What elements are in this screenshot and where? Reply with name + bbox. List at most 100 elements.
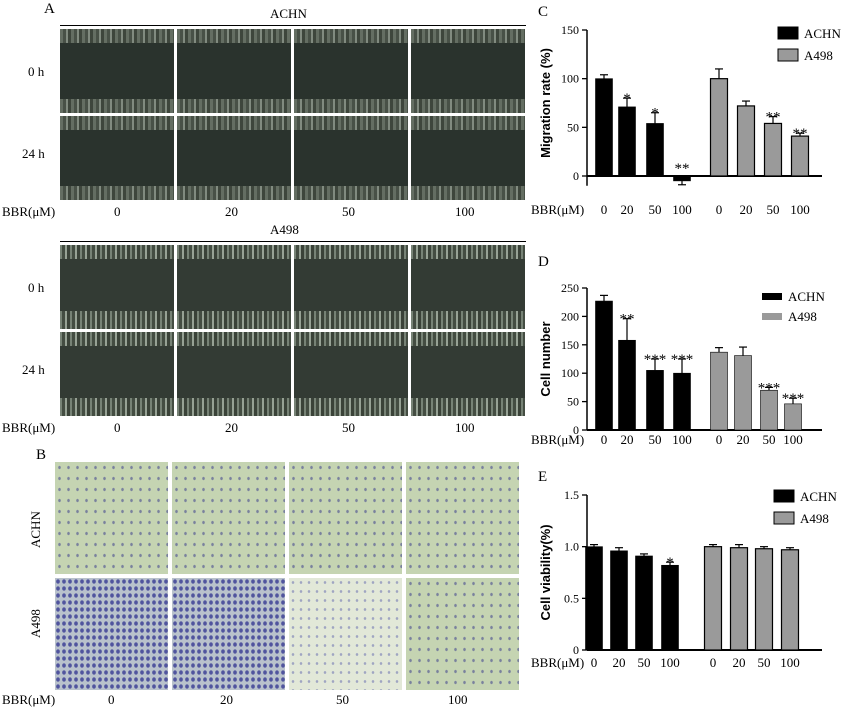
chart-c-significance-mark: * xyxy=(623,91,631,107)
panel-a-a498-bbr-label: BBR(μM) xyxy=(2,420,56,435)
chart-c-legend-label-achn: ACHN xyxy=(804,26,841,41)
wound-image-achn-24h-20 xyxy=(177,116,291,200)
chart-e-legend-swatch-a498 xyxy=(773,511,795,525)
transwell-image-achn-50 xyxy=(289,462,402,574)
chart-d-bar-a498-0 xyxy=(710,351,728,431)
transwell-image-a498-100 xyxy=(406,578,519,690)
chart-e-bar-a498-20 xyxy=(729,547,749,651)
panel-a-achn-bbr-label: BBR(μM) xyxy=(2,204,56,219)
chart-d-legend-swatch-achn xyxy=(762,293,782,300)
chart-c-x-label: BBR(μM) xyxy=(531,202,584,217)
panel-a-achn-dose-0: 0 xyxy=(114,204,121,219)
chart-c-y-tick-label: 0 xyxy=(573,169,579,183)
wound-image-achn-0h-50 xyxy=(294,29,408,113)
chart-e-legend-label-achn: ACHN xyxy=(800,489,837,504)
chart-d-significance-mark: *** xyxy=(644,352,667,368)
chart-d-x-tick-label: 0 xyxy=(716,432,723,447)
panel-b-letter: B xyxy=(36,447,47,463)
chart-c-y-tick-label: 150 xyxy=(561,23,579,37)
wound-image-a498-0h-0 xyxy=(60,245,174,329)
chart-e-bar-achn-0 xyxy=(585,546,603,651)
chart-d-legend-label-a498: A498 xyxy=(788,309,817,324)
chart-e-x-tick-label: 20 xyxy=(613,655,626,670)
wound-image-a498-0h-100 xyxy=(411,245,525,329)
chart-d-bar-achn-0 xyxy=(595,300,613,431)
panel-b-bbr-label: BBR(μM) xyxy=(2,692,56,707)
transwell-image-achn-0 xyxy=(55,462,168,574)
chart-c-bar-a498-50 xyxy=(763,122,783,177)
chart-d-y-label: Cell number xyxy=(538,321,553,396)
panel-a-a498-dose-50: 50 xyxy=(342,420,355,435)
chart-c-bar-a498-20 xyxy=(736,105,756,177)
chart-c-bar-achn-50 xyxy=(646,123,664,177)
chart-c-bar-achn-0 xyxy=(595,78,613,177)
chart-d-x-tick-label: 20 xyxy=(621,432,634,447)
chart-d-bar-achn-100 xyxy=(673,372,691,431)
wound-image-achn-0h-0 xyxy=(60,29,174,113)
panel-a-achn-row-24h: 24 h xyxy=(22,146,45,161)
chart-d-bar-achn-50 xyxy=(646,370,664,431)
chart-c-significance-mark: ** xyxy=(675,161,690,177)
panel-a-a498-row-0h: 0 h xyxy=(28,280,45,295)
panel-a-achn-dose-50: 50 xyxy=(342,204,355,219)
chart-e-significance-mark: * xyxy=(666,555,674,571)
chart-e-x-tick-label: 50 xyxy=(758,655,771,670)
transwell-image-achn-20 xyxy=(172,462,285,574)
panel-a-achn-title: ACHN xyxy=(270,6,307,21)
chart-d-y-tick-label: 0 xyxy=(573,423,579,437)
panel-a-letter: A xyxy=(44,1,55,17)
chart-e-x-tick-label: 20 xyxy=(733,655,746,670)
chart-d-significance-mark: *** xyxy=(782,391,805,407)
chart-e-y-tick-label: 0.5 xyxy=(564,591,579,605)
wound-image-achn-24h-100 xyxy=(411,116,525,200)
chart-e-x-tick-label: 0 xyxy=(591,655,598,670)
wound-image-achn-24h-0 xyxy=(60,116,174,200)
chart-d-significance-mark: *** xyxy=(758,380,781,396)
chart-d-legend-label-achn: ACHN xyxy=(788,289,825,304)
panel-b-dose-100: 100 xyxy=(448,692,468,707)
panel-b-dose-0: 0 xyxy=(108,692,115,707)
chart-d-y-tick-label: 50 xyxy=(567,395,579,409)
chart-d-significance-mark: ** xyxy=(620,312,635,328)
panel-d-letter: D xyxy=(538,254,549,270)
panel-a-a498-dose-100: 100 xyxy=(455,420,475,435)
panel-a-a498-underline xyxy=(60,241,526,242)
chart-c-significance-mark: ** xyxy=(793,126,808,142)
chart-e-legend-label-a498: A498 xyxy=(800,511,829,526)
wound-image-achn-0h-100 xyxy=(411,29,525,113)
wound-image-a498-24h-50 xyxy=(294,332,408,416)
chart-d-legend-swatch-a498 xyxy=(762,313,782,320)
transwell-image-a498-50 xyxy=(289,578,402,690)
chart-d-x-tick-label: 0 xyxy=(601,432,608,447)
chart-c-x-tick-label: 100 xyxy=(790,202,810,217)
chart-d-x-tick-label: 50 xyxy=(763,432,776,447)
chart-e-legend-swatch-achn xyxy=(773,489,795,503)
panel-b-row-achn: ACHN xyxy=(28,511,43,548)
chart-e-x-tick-label: 0 xyxy=(710,655,717,670)
chart-c-significance-mark: ** xyxy=(766,110,781,126)
chart-c-x-tick-label: 20 xyxy=(740,202,753,217)
chart-d-bar-a498-20 xyxy=(734,355,752,431)
chart-e-x-tick-label: 100 xyxy=(780,655,800,670)
panel-a-a498-dose-0: 0 xyxy=(114,420,121,435)
panel-a-a498-dose-20: 20 xyxy=(225,420,238,435)
wound-image-achn-0h-20 xyxy=(177,29,291,113)
chart-d-x-tick-label: 100 xyxy=(783,432,803,447)
wound-image-a498-24h-20 xyxy=(177,332,291,416)
chart-c-y-label: Migration rate (%) xyxy=(538,48,553,158)
chart-c-x-tick-label: 100 xyxy=(672,202,692,217)
chart-d-x-tick-label: 20 xyxy=(737,432,750,447)
chart-c-bar-achn-20 xyxy=(618,106,636,177)
transwell-image-a498-0 xyxy=(55,578,168,690)
chart-d-bar-a498-100 xyxy=(784,403,802,431)
wound-image-a498-0h-20 xyxy=(177,245,291,329)
panel-a-a498-title: A498 xyxy=(270,222,299,237)
panel-c-letter: C xyxy=(538,4,548,20)
chart-d-y-tick-label: 200 xyxy=(561,309,579,323)
chart-e-bar-a498-0 xyxy=(703,546,723,651)
chart-c-y-tick-label: 50 xyxy=(567,120,579,134)
panel-a-achn-row-0h: 0 h xyxy=(28,64,45,79)
chart-e-bar-achn-20 xyxy=(610,550,628,651)
chart-c-x-tick-label: 0 xyxy=(716,202,723,217)
